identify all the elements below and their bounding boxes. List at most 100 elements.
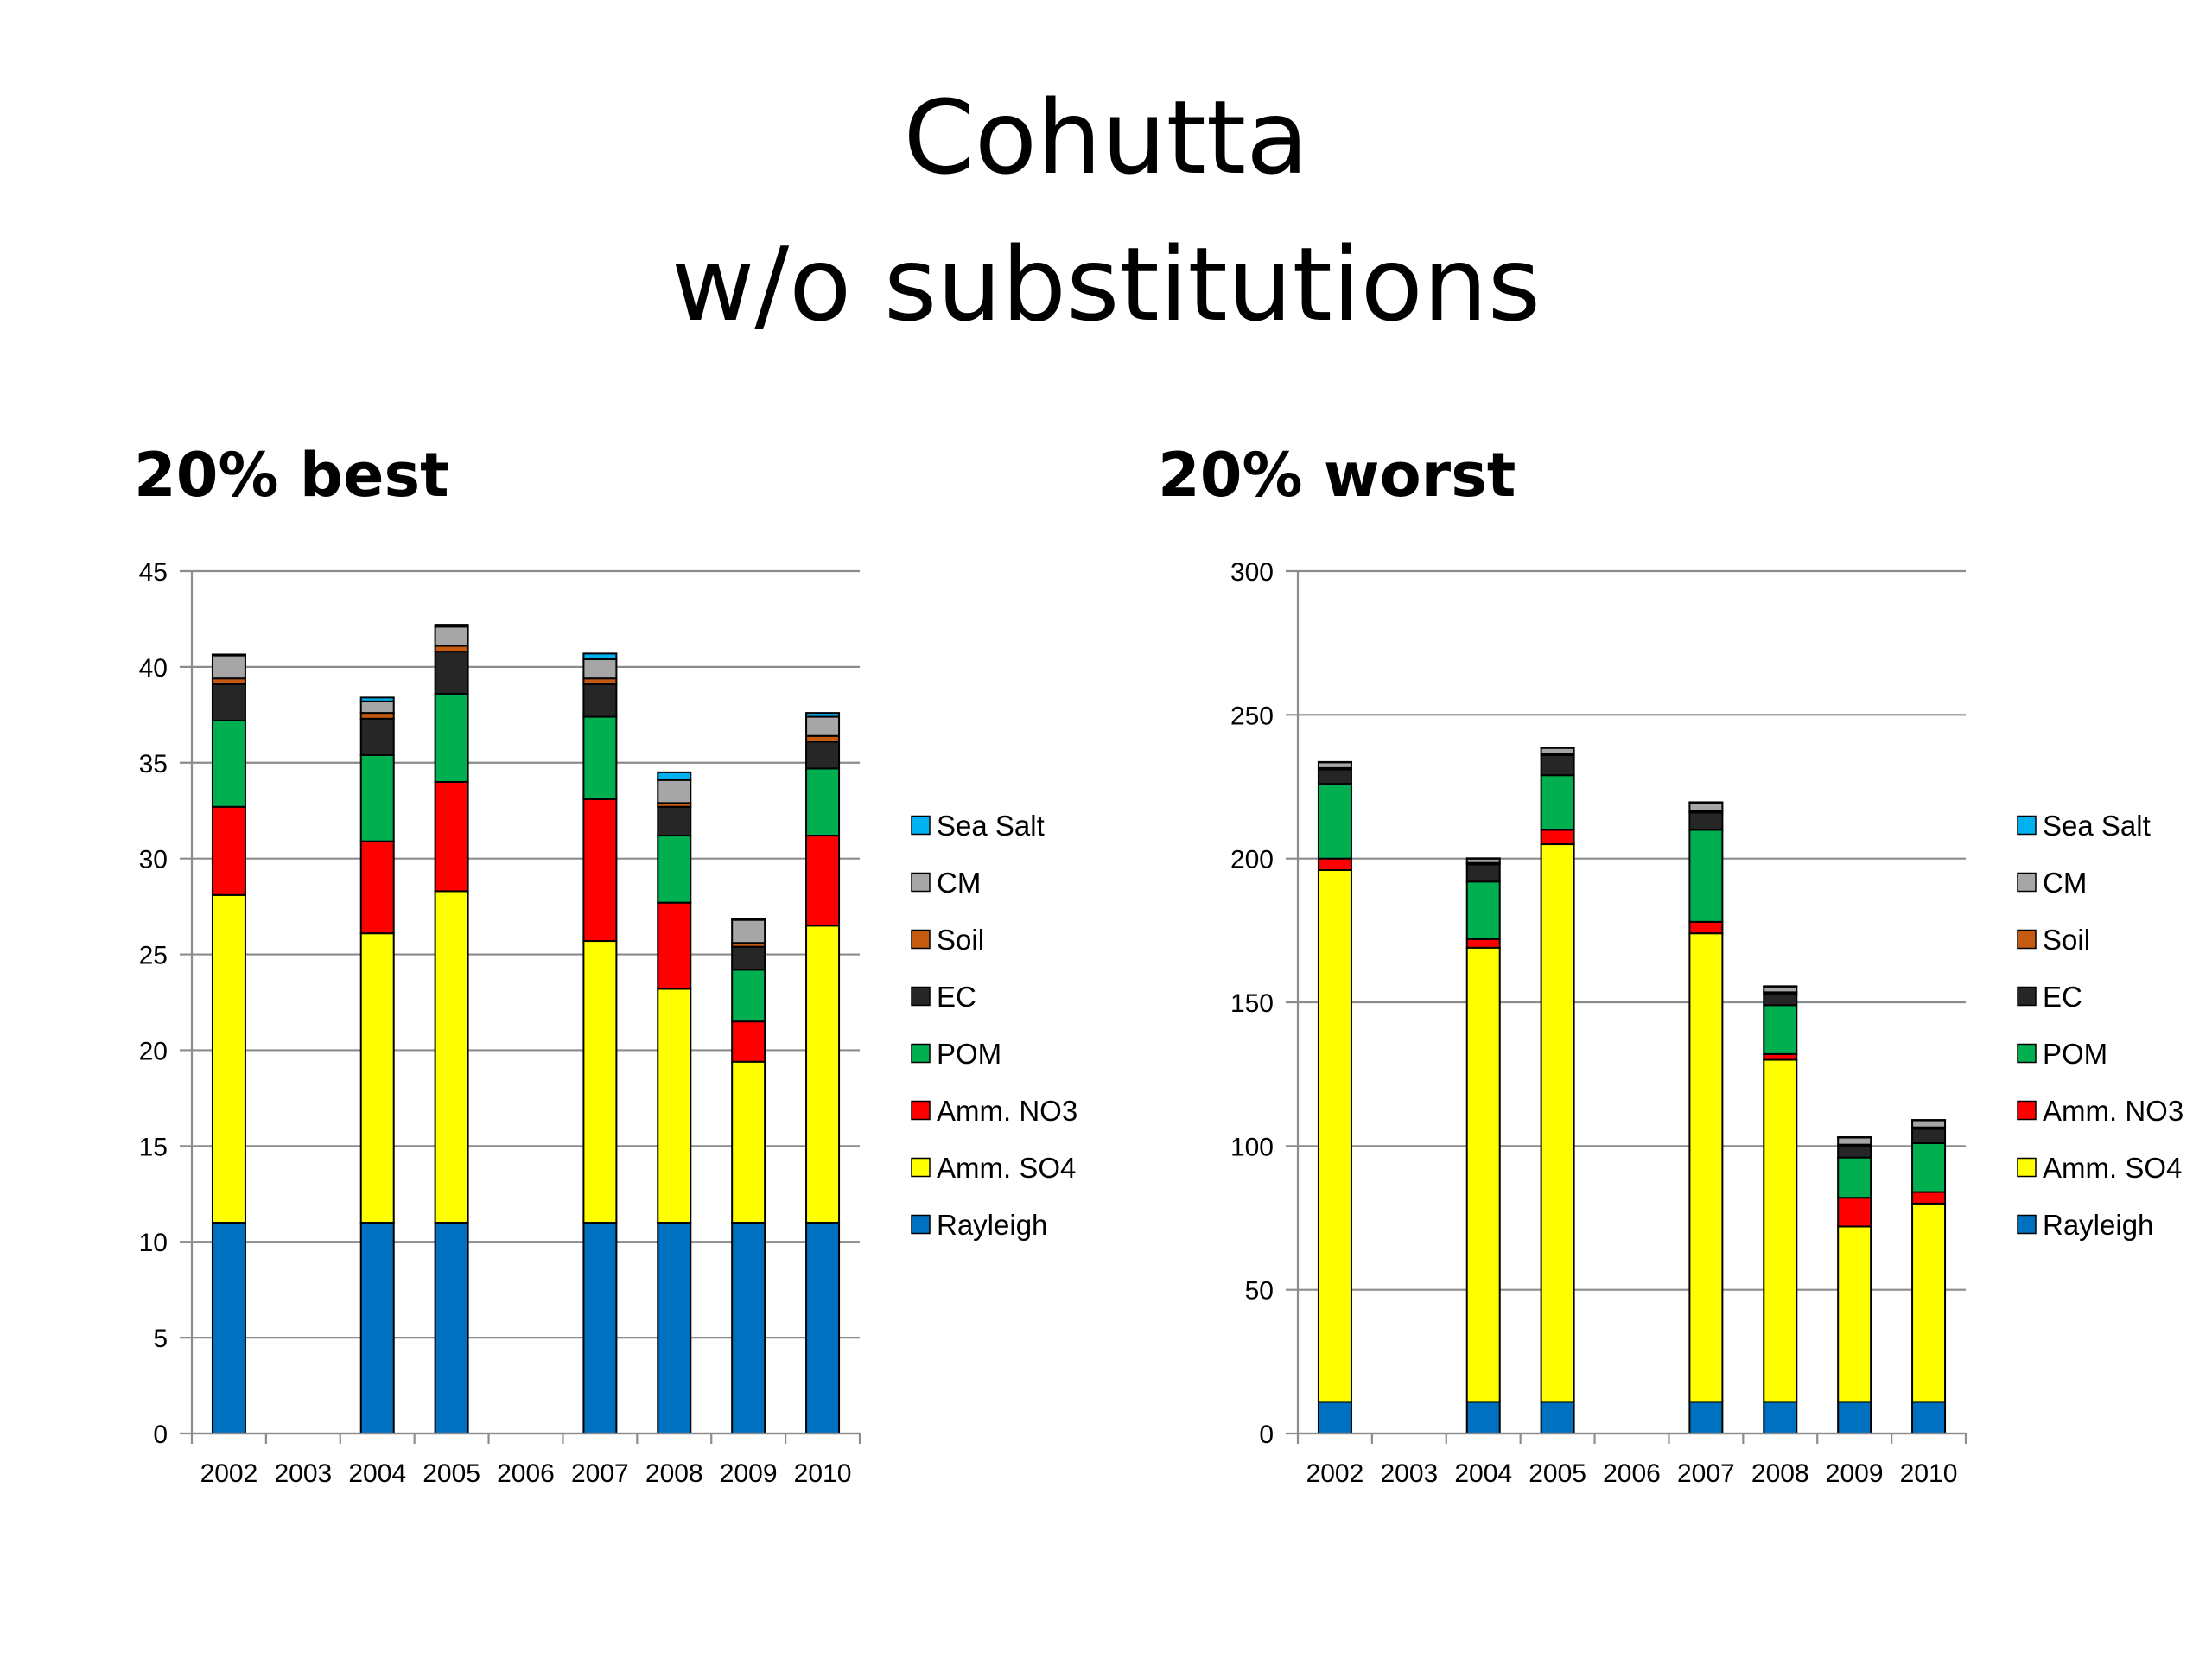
bar-segment-amm-so4-2010 (1911, 1202, 1947, 1403)
bar-segment-cm-2009 (1837, 1136, 1872, 1146)
bar-segment-pom-2010 (805, 767, 841, 837)
y-tick-label: 5 (153, 1325, 168, 1353)
bar-segment-ec-2008 (1763, 993, 1798, 1007)
legend-label: Amm. NO3 (937, 1095, 1077, 1127)
bar-segment-pom-2009 (731, 969, 766, 1023)
bar-segment-sea-salt-2004 (1465, 857, 1501, 860)
bar-segment-ec-2005 (434, 651, 469, 695)
bar-segment-amm-no3-2002 (211, 805, 246, 896)
legend-label: POM (937, 1038, 1001, 1070)
legend-label: Amm. SO4 (2043, 1152, 2182, 1184)
slide-title-line-2: w/o substitutions (671, 225, 1541, 344)
y-tick-label: 150 (1230, 989, 1274, 1018)
bar-segment-amm-no3-2002 (1317, 857, 1352, 871)
bar-segment-rayleigh-2005 (1540, 1401, 1575, 1434)
legend-swatch (2017, 815, 2037, 836)
bar-segment-cm-2007 (582, 658, 618, 680)
legend-swatch (911, 872, 931, 893)
x-tick-label: 2007 (1677, 1459, 1735, 1488)
bar-segment-ec-2010 (805, 741, 841, 770)
bar-segment-rayleigh-2004 (1465, 1401, 1501, 1434)
x-tick-label: 2009 (720, 1459, 778, 1488)
chart-worst: 0 50 100 150 200 250 300 2002 2003 2004 2005 2006 20… (1230, 558, 2183, 1488)
bar-segment-amm-no3-2007 (582, 798, 618, 943)
bar-segment-amm-so4-2002 (211, 893, 246, 1224)
bar-segment-ec-2010 (1911, 1128, 1947, 1145)
legend-swatch (2017, 986, 2037, 1007)
bar-segment-pom-2004 (1465, 880, 1501, 940)
legend-label: CM (937, 867, 981, 899)
bar-segment-ec-2007 (582, 683, 618, 718)
bar-segment-amm-no3-2004 (1465, 938, 1501, 949)
legend-label: EC (937, 981, 976, 1013)
y-tick-label: 40 (139, 654, 168, 683)
bar-segment-rayleigh-2009 (731, 1222, 766, 1434)
bar-segment-sea-salt-2008 (657, 771, 692, 781)
x-tick-label: 2009 (1826, 1459, 1884, 1488)
slide-title-line-1: Cohutta (903, 78, 1309, 197)
y-tick-label: 10 (139, 1229, 168, 1257)
bar-segment-pom-2007 (1688, 829, 1724, 923)
legend-swatch (2017, 1214, 2037, 1235)
bar-segment-ec-2005 (1540, 753, 1575, 777)
bar-segment-sea-salt-2005 (434, 624, 469, 628)
bar-segment-amm-so4-2008 (657, 988, 692, 1224)
legend-label: Sea Salt (937, 810, 1045, 842)
x-tick-label: 2005 (1529, 1459, 1586, 1488)
bar-segment-cm-2010 (805, 715, 841, 737)
bar-segment-ec-2004 (1465, 863, 1501, 883)
legend-label: EC (2043, 981, 2082, 1013)
bar-segment-amm-no3-2005 (434, 780, 469, 893)
legend-swatch (2017, 1043, 2037, 1064)
y-tick-label: 100 (1230, 1133, 1274, 1161)
bar-segment-amm-no3-2010 (805, 835, 841, 927)
legend-swatch (2017, 1100, 2037, 1121)
x-tick-label: 2010 (794, 1459, 852, 1488)
y-tick-label: 20 (139, 1037, 168, 1065)
bar-segment-amm-so4-2009 (731, 1060, 766, 1224)
legend-label: Rayleigh (2043, 1209, 2153, 1241)
legend-swatch (911, 986, 931, 1007)
bar-segment-pom-2002 (211, 719, 246, 808)
bar-segment-ec-2009 (731, 945, 766, 971)
y-tick-label: 300 (1230, 558, 1274, 587)
x-tick-label: 2002 (200, 1459, 258, 1488)
legend-label: Soil (937, 924, 984, 956)
bar-segment-amm-no3-2004 (359, 840, 395, 935)
bar-segment-rayleigh-2010 (1911, 1401, 1947, 1434)
legend-label: Soil (2043, 924, 2090, 956)
bar-segment-rayleigh-2007 (582, 1222, 618, 1434)
legend-swatch (911, 1157, 931, 1178)
x-tick-label: 2002 (1306, 1459, 1364, 1488)
bar-segment-amm-no3-2005 (1540, 829, 1575, 846)
x-tick-label: 2008 (645, 1459, 703, 1488)
bar-segment-pom-2008 (657, 835, 692, 904)
bar-segment-rayleigh-2002 (1317, 1401, 1352, 1434)
bar-segment-ec-2008 (657, 805, 692, 837)
legend-swatch (2017, 929, 2037, 950)
bar-segment-sea-salt-2007 (1688, 801, 1724, 804)
x-tick-label: 2008 (1751, 1459, 1809, 1488)
bar-segment-amm-so4-2004 (1465, 946, 1501, 1403)
y-tick-label: 50 (1245, 1277, 1274, 1306)
bar-segment-sea-salt-2002 (1317, 760, 1352, 764)
legend-label: Amm. NO3 (2043, 1095, 2183, 1127)
bar-segment-amm-so4-2007 (1688, 932, 1724, 1403)
bar-segment-rayleigh-2009 (1837, 1401, 1872, 1434)
x-tick-label: 2006 (1603, 1459, 1661, 1488)
bar-segment-rayleigh-2010 (805, 1222, 841, 1434)
bar-segment-ec-2009 (1837, 1145, 1872, 1159)
legend-swatch (911, 1043, 931, 1064)
chart-worst-title: 20% worst (1158, 440, 1516, 511)
bar-segment-sea-salt-2008 (1763, 985, 1798, 988)
bar-segment-sea-salt-2009 (731, 918, 766, 921)
bar-segment-rayleigh-2007 (1688, 1401, 1724, 1434)
bar-segment-pom-2007 (582, 715, 618, 800)
legend-label: Amm. SO4 (937, 1152, 1076, 1184)
bar-segment-amm-no3-2007 (1688, 920, 1724, 935)
bar-segment-pom-2005 (1540, 774, 1575, 831)
chart-best-title: 20% best (134, 440, 449, 511)
legend-swatch (911, 1100, 931, 1121)
y-tick-label: 45 (139, 558, 168, 587)
legend-swatch (2017, 1157, 2037, 1178)
